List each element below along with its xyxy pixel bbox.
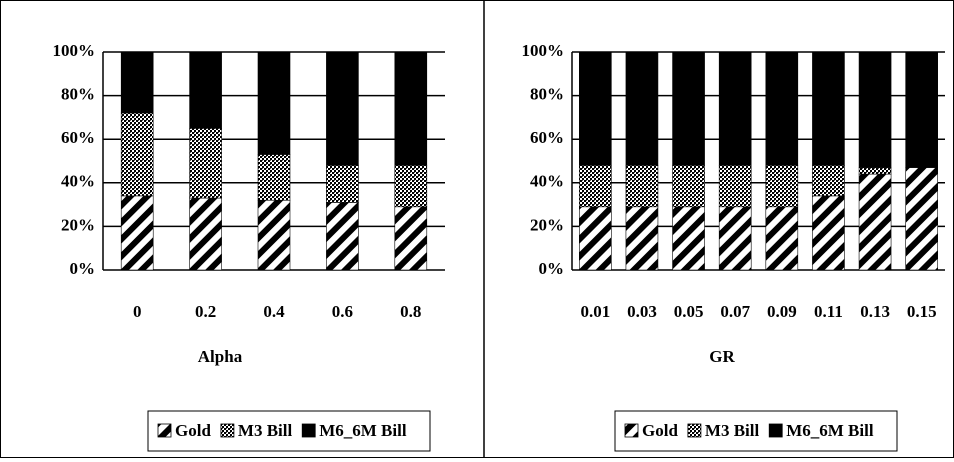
bar-segment: [718, 206, 752, 271]
y-tick-label: 20%: [530, 215, 564, 234]
bar-segment: [812, 51, 845, 166]
bar-segment: [672, 206, 705, 271]
x-tick-label: 0.4: [263, 302, 285, 321]
x-tick-label: 0.13: [860, 302, 890, 321]
bar-segment: [189, 51, 222, 129]
legend-swatch: [220, 423, 235, 438]
bar-segment: [905, 51, 938, 168]
x-tick-label: 0.09: [767, 302, 797, 321]
y-tick-label: 60%: [530, 128, 564, 147]
legend-swatch: [768, 423, 783, 438]
y-tick-label: 40%: [530, 172, 564, 191]
bar-segment: [812, 195, 845, 271]
bar-segment: [812, 165, 845, 197]
bar-segment: [672, 51, 705, 166]
x-tick-label: 0.2: [195, 302, 216, 321]
bar-segment: [120, 51, 154, 114]
legend-box: [614, 410, 898, 452]
x-tick-label: 0.05: [674, 302, 704, 321]
bar-segment: [394, 51, 428, 166]
y-tick-label: 80%: [61, 85, 95, 104]
y-tick-label: 60%: [61, 128, 95, 147]
bar-segment: [765, 206, 799, 271]
bar-segment: [765, 51, 799, 166]
x-tick-label: 0.01: [580, 302, 610, 321]
bar-segment: [905, 167, 938, 271]
legend-label: Gold: [175, 421, 211, 440]
y-tick-label: 100%: [53, 41, 96, 60]
y-tick-label: 20%: [61, 215, 95, 234]
bar-segment: [625, 165, 659, 208]
legend-swatch: [687, 423, 702, 438]
legend-label: M3 Bill: [238, 421, 293, 440]
legend-label: M6_6M Bill: [786, 421, 874, 440]
x-tick-label: 0.8: [400, 302, 421, 321]
bar-segment: [579, 51, 612, 166]
x-tick-label: 0.15: [907, 302, 937, 321]
legend-box: [147, 410, 431, 452]
bar-segment: [625, 206, 659, 271]
legend-label: Gold: [642, 421, 678, 440]
legend-label: M6_6M Bill: [319, 421, 407, 440]
bar-segment: [326, 165, 359, 203]
y-tick-label: 0%: [539, 259, 565, 278]
bar-segment: [625, 51, 659, 166]
legend-swatch: [624, 423, 639, 438]
y-tick-label: 80%: [530, 85, 564, 104]
bar-segment: [858, 167, 892, 175]
x-tick-label: 0.03: [627, 302, 657, 321]
bar-segment: [120, 112, 154, 197]
bar-segment: [120, 195, 154, 271]
bar-segment: [326, 51, 359, 166]
bar-segment: [189, 197, 222, 271]
bar-segment: [394, 206, 428, 271]
bar-segment: [257, 199, 291, 271]
legend-label: M3 Bill: [705, 421, 760, 440]
bar-segment: [858, 173, 892, 271]
bar-segment: [718, 51, 752, 166]
legend-swatch: [301, 423, 316, 438]
bar-segment: [718, 165, 752, 208]
x-axis-title: Alpha: [198, 347, 243, 366]
bar-segment: [326, 202, 359, 271]
bar-segment: [672, 165, 705, 208]
bar-segment: [579, 165, 612, 208]
bar-segment: [394, 165, 428, 208]
bar-segment: [257, 154, 291, 201]
x-tick-label: 0.07: [720, 302, 750, 321]
x-tick-label: 0.11: [814, 302, 843, 321]
x-axis-title: GR: [709, 347, 735, 366]
legend-swatch: [157, 423, 172, 438]
x-tick-label: 0: [133, 302, 142, 321]
y-tick-label: 40%: [61, 172, 95, 191]
y-tick-label: 100%: [522, 41, 565, 60]
bar-segment: [189, 128, 222, 199]
bar-segment: [858, 51, 892, 168]
bar-segment: [765, 165, 799, 208]
bar-segment: [257, 51, 291, 155]
x-tick-label: 0.6: [332, 302, 353, 321]
y-tick-label: 0%: [70, 259, 96, 278]
bar-segment: [579, 206, 612, 271]
